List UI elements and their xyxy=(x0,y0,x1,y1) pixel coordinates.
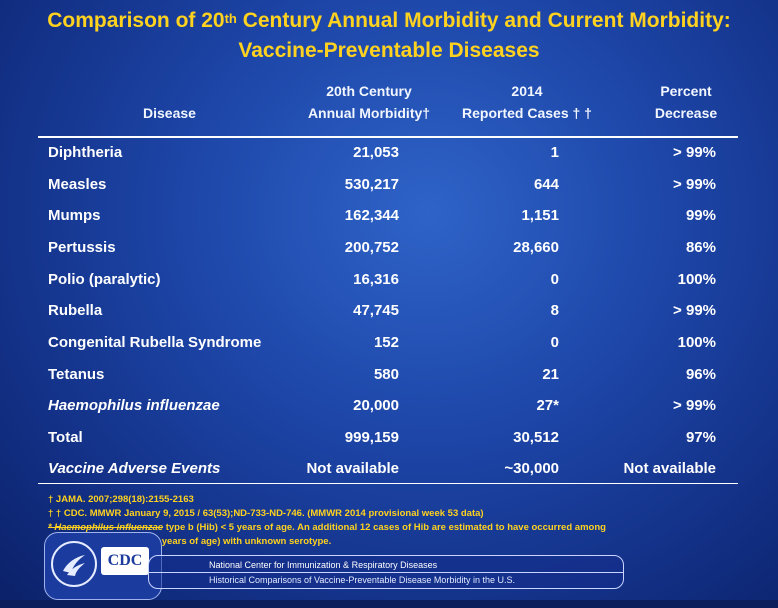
morbidity-value: 21,053 xyxy=(353,144,399,161)
table-bottom-divider xyxy=(38,483,738,484)
morbidity-value: 580 xyxy=(373,366,399,383)
morbidity-value: 20,000 xyxy=(353,397,399,414)
disease-name: Polio (paralytic) xyxy=(48,271,161,288)
table-row: Vaccine Adverse Events Not available ~30… xyxy=(0,454,778,484)
percent-value: 100% xyxy=(677,271,716,288)
cases-value: 0 xyxy=(550,271,559,288)
morbidity-value: 999,159 xyxy=(344,429,399,446)
percent-value: > 99% xyxy=(673,302,716,319)
percent-value: 96% xyxy=(685,366,716,383)
agency-logos: CDC xyxy=(44,532,162,600)
table-row: Tetanus 580 21 96% xyxy=(0,360,778,390)
header-morbidity: 20th Century Annual Morbidity† xyxy=(307,83,431,121)
cdc-logo: CDC xyxy=(101,547,149,575)
morbidity-value: Not available xyxy=(306,460,399,477)
footnote-1: † JAMA. 2007;298(18):2155-2163 xyxy=(48,494,194,505)
header-disease: Disease xyxy=(143,105,196,121)
header-percent: Percent Decrease xyxy=(654,83,718,121)
cases-value: 0 xyxy=(550,334,559,351)
disease-name: Rubella xyxy=(48,302,103,319)
disease-name: Congenital Rubella Syndrome xyxy=(48,334,262,351)
disease-name: Mumps xyxy=(48,207,101,224)
table-row: Rubella 47,745 8 > 99% xyxy=(0,296,778,326)
header-divider xyxy=(38,136,738,138)
table-row: Polio (paralytic) 16,316 0 100% xyxy=(0,265,778,295)
cases-value: 1 xyxy=(550,144,559,161)
table-row-total: Total 999,159 30,512 97% xyxy=(0,423,778,453)
morbidity-value: 162,344 xyxy=(344,207,399,224)
cases-value: ~30,000 xyxy=(504,460,559,477)
cases-value: 30,512 xyxy=(513,429,559,446)
footnote-3: * Haemophilus influenzae type b (Hib) < … xyxy=(48,522,606,533)
morbidity-value: 16,316 xyxy=(353,271,399,288)
table-row: Diphtheria 21,053 1 > 99% xyxy=(0,138,778,168)
header-cases: 2014 Reported Cases † † xyxy=(462,83,592,121)
percent-value: > 99% xyxy=(673,397,716,414)
disease-name: Vaccine Adverse Events xyxy=(48,460,221,477)
cases-value: 8 xyxy=(550,302,559,319)
disease-name: Haemophilus influenzae xyxy=(48,397,220,414)
cases-value: 21 xyxy=(542,366,559,383)
slide-title: Comparison of 20th Century Annual Morbid… xyxy=(0,6,778,66)
percent-value: > 99% xyxy=(673,144,716,161)
footnotes: † JAMA. 2007;298(18):2155-2163 † † CDC. … xyxy=(48,493,728,549)
disease-name: Total xyxy=(48,429,83,446)
percent-value: 86% xyxy=(685,239,716,256)
table-row: Haemophilus influenzae 20,000 27* > 99% xyxy=(0,391,778,421)
banner-line-2: Historical Comparisons of Vaccine-Preven… xyxy=(209,575,515,585)
footnote-2: † † CDC. MMWR January 9, 2015 / 63(53);N… xyxy=(48,508,484,519)
disease-name: Diphtheria xyxy=(48,144,123,161)
title-line-1: Comparison of 20th Century Annual Morbid… xyxy=(47,9,731,32)
table-row: Pertussis 200,752 28,660 86% xyxy=(0,233,778,263)
cases-value: 28,660 xyxy=(513,239,559,256)
bottom-bar xyxy=(0,600,778,608)
footer-banner: National Center for Immunization & Respi… xyxy=(148,555,624,589)
cases-value: 27* xyxy=(536,397,559,414)
banner-divider xyxy=(149,572,623,573)
percent-value: 97% xyxy=(685,429,716,446)
footnote-4: the 226 reports of Hi (< 5 years of age)… xyxy=(48,536,332,547)
hhs-seal-icon xyxy=(51,541,97,587)
disease-name: Pertussis xyxy=(48,239,116,256)
percent-value: 99% xyxy=(685,207,716,224)
morbidity-value: 152 xyxy=(373,334,399,351)
cases-value: 1,151 xyxy=(521,207,559,224)
morbidity-value: 530,217 xyxy=(344,176,399,193)
morbidity-value: 200,752 xyxy=(344,239,399,256)
percent-value: 100% xyxy=(677,334,716,351)
disease-name: Tetanus xyxy=(48,366,105,383)
table-row: Measles 530,217 644 > 99% xyxy=(0,170,778,200)
percent-value: Not available xyxy=(623,460,716,477)
cases-value: 644 xyxy=(533,176,559,193)
percent-value: > 99% xyxy=(673,176,716,193)
table-row: Congenital Rubella Syndrome 152 0 100% xyxy=(0,328,778,358)
morbidity-value: 47,745 xyxy=(353,302,399,319)
title-line-2: Vaccine-Preventable Diseases xyxy=(238,39,540,62)
banner-line-1: National Center for Immunization & Respi… xyxy=(209,560,438,570)
disease-name: Measles xyxy=(48,176,107,193)
table-row: Mumps 162,344 1,151 99% xyxy=(0,201,778,231)
